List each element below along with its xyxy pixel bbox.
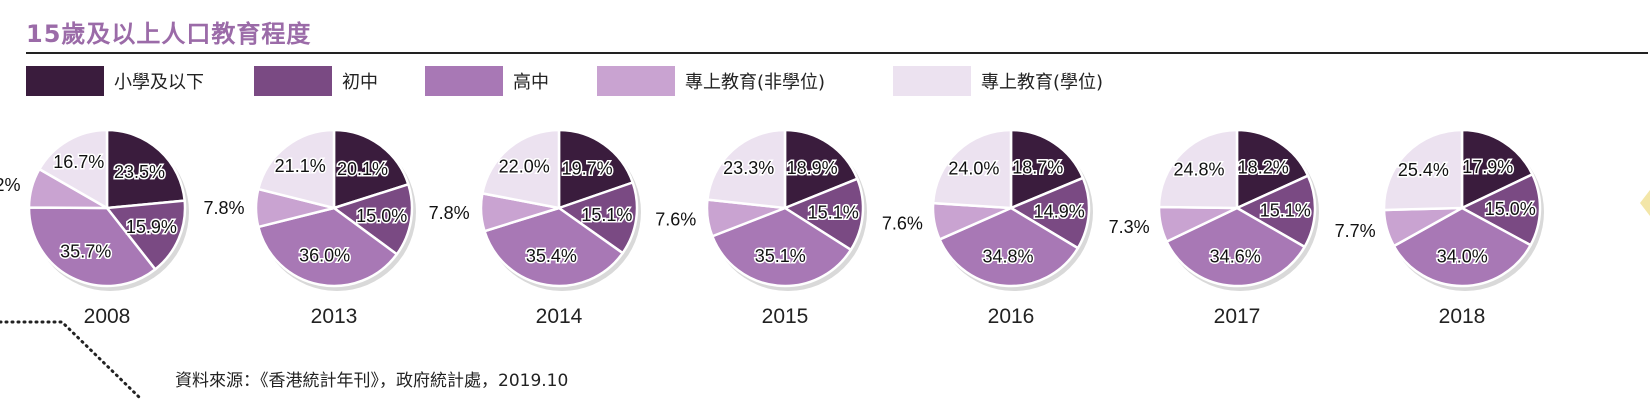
pie-label-2018-post-sec-degree: 25.4% bbox=[1398, 160, 1449, 180]
pie-slice-2014-senior-secondary bbox=[483, 206, 624, 288]
source-note: 資料來源：《香港統計年刊》，政府統計處，2019.10 bbox=[175, 371, 569, 391]
pie-slice-2016-senior-secondary bbox=[938, 206, 1080, 288]
pie-2016: 18.7% 14.9% 34.8% 7.6% 24.0% 2016 bbox=[880, 128, 1093, 328]
pie-label-2013-junior-secondary: 15.0% bbox=[356, 206, 407, 226]
pie-label-2015-junior-secondary: 15.1% bbox=[808, 202, 859, 222]
pie-label-2014-junior-secondary: 15.1% bbox=[581, 205, 632, 225]
pie-year-label-2018: 2018 bbox=[1439, 305, 1486, 328]
pie-slice-2008-junior-secondary bbox=[105, 199, 187, 271]
legend-label-senior-secondary: 高中 bbox=[513, 72, 549, 93]
legend-item-post-sec-degree: 專上教育(學位) bbox=[893, 66, 1103, 96]
pie-label-2017-post-sec-degree: 24.8% bbox=[1173, 160, 1224, 180]
pie-label-2016-senior-secondary: 34.8% bbox=[982, 246, 1033, 266]
pie-label-2008-primary: 23.5% bbox=[114, 162, 165, 182]
pie-label-2013-senior-secondary: 36.0% bbox=[299, 245, 350, 265]
legend-item-primary: 小學及以下 bbox=[26, 66, 204, 96]
pie-label-2013-primary: 20.1% bbox=[337, 159, 388, 179]
legend-item-senior-secondary: 高中 bbox=[425, 66, 549, 96]
legend-label-post-sec-degree: 專上教育(學位) bbox=[981, 72, 1104, 93]
pie-slice-2017-primary bbox=[1235, 128, 1310, 210]
pie-label-2008-post-sec-non-degree: 8.2% bbox=[0, 175, 21, 195]
pie-label-2017-post-sec-non-degree: 7.3% bbox=[1109, 217, 1150, 237]
pie-slice-2013-primary bbox=[332, 128, 410, 210]
pie-label-2013-post-sec-non-degree: 7.8% bbox=[203, 198, 244, 218]
pie-label-2016-junior-secondary: 14.9% bbox=[1034, 202, 1085, 222]
pie-label-2017-primary: 18.2% bbox=[1238, 157, 1289, 177]
legend-swatch-post-sec-degree bbox=[893, 66, 971, 96]
pie-slice-2013-senior-secondary bbox=[257, 206, 399, 288]
pie-label-2018-post-sec-non-degree: 7.7% bbox=[1335, 221, 1376, 241]
pie-slice-2018-junior-secondary bbox=[1460, 173, 1542, 247]
pie-slice-2015-senior-secondary bbox=[711, 206, 853, 288]
pie-label-2016-post-sec-non-degree: 7.6% bbox=[882, 213, 923, 233]
pie-label-2014-post-sec-degree: 22.0% bbox=[499, 157, 550, 177]
pie-year-label-2017: 2017 bbox=[1214, 305, 1261, 328]
pie-label-2017-senior-secondary: 34.6% bbox=[1210, 246, 1261, 266]
pie-label-2015-post-sec-non-degree: 7.6% bbox=[655, 210, 696, 230]
pie-slice-2018-post-sec-degree bbox=[1382, 128, 1464, 212]
pie-slice-2014-post-sec-degree bbox=[481, 128, 561, 210]
pie-slice-2015-post-sec-degree bbox=[706, 128, 787, 210]
pie-slice-2014-junior-secondary bbox=[557, 181, 639, 255]
pie-label-2018-junior-secondary: 15.0% bbox=[1485, 199, 1536, 219]
dotted-connector-line bbox=[0, 320, 142, 400]
legend-swatch-primary bbox=[26, 66, 104, 96]
pie-label-2013-post-sec-degree: 21.1% bbox=[275, 156, 326, 176]
pie-label-2014-primary: 19.7% bbox=[562, 159, 613, 179]
pie-slice-2016-post-sec-degree bbox=[931, 128, 1013, 210]
pie-label-2008-junior-secondary: 15.9% bbox=[126, 217, 177, 237]
pie-year-label-2008: 2008 bbox=[84, 305, 131, 328]
legend-swatch-senior-secondary bbox=[425, 66, 503, 96]
pie-slice-2016-primary bbox=[1009, 128, 1085, 210]
pie-2013: 20.1% 15.0% 36.0% 7.8% 21.1% 2013 bbox=[202, 128, 416, 328]
legend-item-post-sec-non-degree: 專上教育(非學位) bbox=[597, 66, 825, 96]
chart-title: 15歲及以上人口教育程度 bbox=[26, 20, 312, 48]
pie-label-2015-primary: 18.9% bbox=[787, 158, 838, 178]
pie-year-label-2014: 2014 bbox=[536, 305, 583, 328]
pie-slice-2008-post-sec-degree bbox=[38, 128, 109, 210]
pie-slice-2017-post-sec-degree bbox=[1157, 128, 1239, 210]
pie-slice-2017-senior-secondary bbox=[1165, 206, 1306, 288]
pie-slice-2015-junior-secondary bbox=[783, 177, 865, 252]
pie-label-2016-primary: 18.7% bbox=[1012, 158, 1063, 178]
pie-label-2016-post-sec-degree: 24.0% bbox=[948, 159, 999, 179]
pie-year-label-2015: 2015 bbox=[762, 305, 809, 328]
pie-year-label-2016: 2016 bbox=[988, 305, 1035, 328]
decorative-arrow bbox=[1640, 190, 1650, 216]
pie-label-2008-senior-secondary: 35.7% bbox=[60, 241, 111, 261]
pie-2015: 18.9% 15.1% 35.1% 7.6% 23.3% 2015 bbox=[654, 128, 867, 328]
legend-item-junior-secondary: 初中 bbox=[254, 66, 378, 96]
pie-slice-2018-primary bbox=[1460, 128, 1534, 210]
pie-label-2014-senior-secondary: 35.4% bbox=[526, 246, 577, 266]
pie-slice-2017-junior-secondary bbox=[1235, 174, 1317, 249]
pie-slice-2008-senior-secondary bbox=[27, 206, 157, 288]
pie-label-2018-primary: 17.9% bbox=[1462, 157, 1513, 177]
legend-swatch-post-sec-non-degree bbox=[597, 66, 675, 96]
pie-2017: 18.2% 15.1% 34.6% 7.3% 24.8% 2017 bbox=[1107, 128, 1319, 328]
pie-year-label-2013: 2013 bbox=[311, 305, 358, 328]
legend-swatch-junior-secondary bbox=[254, 66, 332, 96]
pie-label-2015-post-sec-degree: 23.3% bbox=[723, 158, 774, 178]
pie-slice-2016-junior-secondary bbox=[1009, 176, 1091, 250]
pie-label-2015-senior-secondary: 35.1% bbox=[755, 246, 806, 266]
pie-label-2018-senior-secondary: 34.0% bbox=[1437, 246, 1488, 266]
pie-slice-2008-primary bbox=[105, 128, 186, 210]
pie-2018: 17.9% 15.0% 34.0% 7.7% 25.4% 2018 bbox=[1333, 128, 1544, 328]
title-divider bbox=[26, 52, 1648, 54]
pie-slice-2013-post-sec-degree bbox=[257, 128, 336, 210]
legend-label-post-sec-non-degree: 專上教育(非學位) bbox=[685, 72, 826, 93]
pie-label-2014-post-sec-non-degree: 7.8% bbox=[429, 203, 470, 223]
pie-2014: 19.7% 15.1% 35.4% 7.8% 22.0% 2014 bbox=[427, 128, 641, 328]
pie-label-2017-junior-secondary: 15.1% bbox=[1260, 200, 1311, 220]
pie-slice-2013-junior-secondary bbox=[332, 183, 414, 256]
pie-slice-2015-primary bbox=[783, 128, 859, 210]
pie-2008: 23.5% 15.9% 35.7% 8.2% 16.7% 2008 bbox=[0, 128, 189, 328]
pie-label-2008-post-sec-degree: 16.7% bbox=[53, 152, 104, 172]
legend-label-primary: 小學及以下 bbox=[114, 72, 204, 93]
legend-label-junior-secondary: 初中 bbox=[342, 72, 378, 93]
